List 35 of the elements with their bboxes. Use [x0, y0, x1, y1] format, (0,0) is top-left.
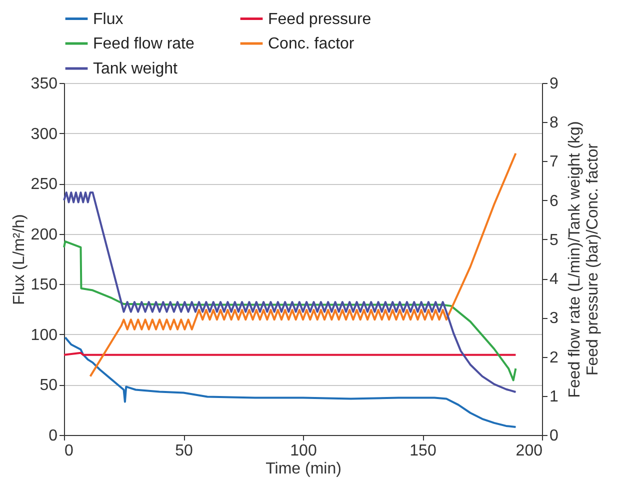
y2-tick-label: 8 [550, 114, 558, 132]
y2-axis-title: Feed flow rate (L/min)/Tank weight (kg) Feed pressure (bar)/Conc. factor [566, 121, 602, 398]
y-tick-label: 300 [30, 126, 58, 143]
line-series [63, 192, 517, 393]
line-series [64, 336, 517, 428]
y2-tick-label: 3 [550, 310, 558, 328]
y2-tick-label: 9 [550, 76, 558, 92]
y-tick-label: 150 [30, 276, 58, 294]
y2-tick-label: 1 [550, 388, 558, 406]
legend-label: Flux [93, 10, 124, 28]
line-series [89, 152, 517, 378]
y2-tick-label: 5 [550, 232, 558, 249]
y-tick-label: 350 [30, 76, 58, 92]
y-axis-title: Flux (L/m²/h) [10, 214, 28, 305]
y-tick-label: 250 [30, 176, 58, 194]
y2-tick-label: 2 [550, 349, 558, 366]
y2-tick-label: 0 [550, 428, 558, 444]
y2-tick-label: 7 [550, 154, 558, 171]
x-tick-label: 200 [516, 442, 543, 460]
x-tick-label: 50 [175, 442, 193, 460]
y2-tick-label: 6 [550, 192, 558, 210]
x-tick-label: 150 [410, 442, 436, 460]
legend-label: Tank weight [93, 60, 178, 78]
y2-tick-label: 4 [550, 271, 558, 288]
x-axis-title: Time (min) [266, 460, 342, 478]
line-series [63, 240, 517, 382]
legend-label: Feed flow rate [93, 36, 194, 52]
y-tick-label: 0 [48, 428, 58, 444]
x-tick-label: 0 [64, 442, 74, 460]
y-tick-label: 200 [30, 226, 58, 244]
y-tick-label: 50 [40, 377, 58, 394]
x-tick-label: 100 [290, 442, 317, 460]
y-tick-label: 100 [30, 326, 58, 344]
legend-label: Feed pressure [268, 10, 372, 28]
legend-label: Conc. factor [268, 36, 355, 52]
